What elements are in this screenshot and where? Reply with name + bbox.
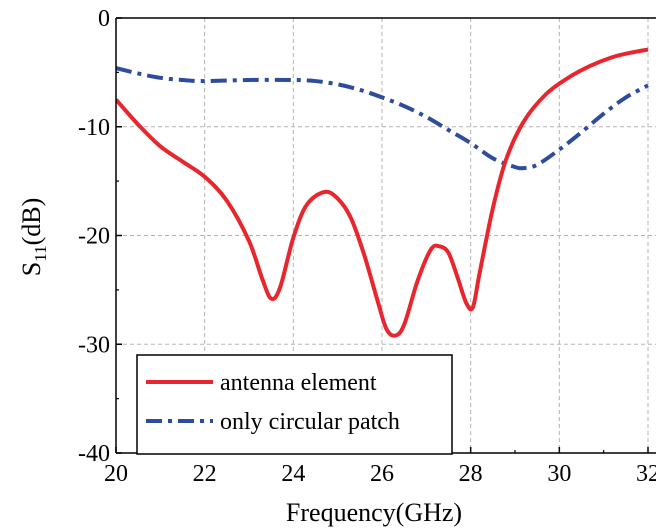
legend-box: [136, 354, 453, 455]
x-tick-label: 26: [370, 461, 394, 487]
x-tick-label: 22: [193, 461, 217, 487]
y-tick-label: 0: [98, 6, 110, 32]
y-tick-label: -30: [78, 332, 110, 358]
y-tick-label: -20: [78, 224, 110, 250]
x-tick-label: 24: [281, 461, 305, 487]
legend-label-antenna-element: antenna element: [220, 370, 377, 396]
y-tick-label: -40: [78, 441, 110, 467]
tick-labels: 20 22 24 26 28 30 32 0 -10 -20 -30 -40: [78, 6, 656, 487]
legend: antenna element only circular patch: [136, 354, 453, 455]
x-tick-label: 30: [547, 461, 571, 487]
x-axis-title: Frequency(GHz): [286, 498, 462, 527]
series-lines: [116, 47, 649, 338]
x-tick-label: 28: [459, 461, 483, 487]
series-line-only-circular-patch: [116, 66, 649, 171]
x-tick-label: 32: [636, 461, 656, 487]
series-line-antenna-element: [116, 47, 649, 338]
x-tick-label: 20: [104, 461, 128, 487]
legend-label-only-circular-patch: only circular patch: [220, 409, 400, 435]
y-axis-title: S11(dB): [17, 198, 50, 277]
y-tick-label: -10: [78, 115, 110, 141]
